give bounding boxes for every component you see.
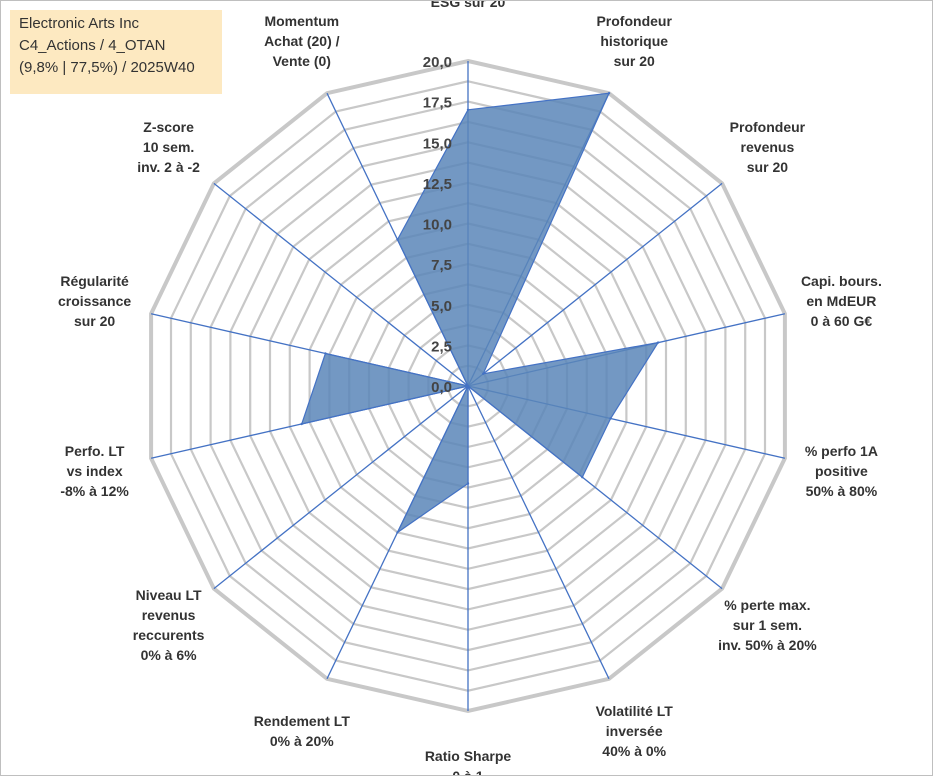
axis-label: Z-score 10 sem. inv. 2 à -2	[137, 119, 200, 175]
axis-label-line: revenus	[142, 607, 196, 623]
data-point	[396, 531, 399, 534]
axis-label-line: inversée	[606, 723, 663, 739]
axis-label: % perfo 1A positive 50% à 80%	[805, 443, 878, 499]
axis-label-line: croissance	[58, 293, 131, 309]
axis-label-line: Z-score	[143, 119, 194, 135]
axis-label-line: 10 sem.	[143, 139, 194, 155]
tick-label: 15,0	[423, 135, 452, 152]
tick-labels: 0,0 2,5 5,0 7,5 10,0 12,5 15,0 17,5 20,0	[423, 54, 452, 396]
axis-label-line: Volatilité LT	[596, 703, 674, 719]
axis-label-line: Achat (20) /	[264, 33, 340, 49]
tick-label: 7,5	[431, 257, 452, 274]
data-point	[656, 341, 660, 344]
axis-label-line: en MdEUR	[806, 293, 876, 309]
axis-label-line: sur 20	[74, 313, 115, 329]
axis-label-line: revenus	[741, 139, 795, 155]
data-point	[482, 372, 485, 375]
axis-label: Profondeur historique sur 20	[596, 13, 672, 69]
axis-label-line: 50% à 80%	[806, 483, 878, 499]
series	[300, 92, 660, 535]
tick-label: 2,5	[431, 338, 452, 355]
data-point	[300, 422, 303, 426]
axis-label-line: 40% à 0%	[602, 743, 666, 759]
data-point	[466, 108, 470, 112]
axis-label-line: Perfo. LT	[65, 443, 125, 459]
spoke	[467, 385, 610, 680]
data-point	[396, 238, 399, 241]
axis-label-line: Ratio Sharpe	[425, 748, 512, 764]
axis-label-line: 0 à 60 G€	[811, 313, 873, 329]
spoke	[467, 182, 723, 387]
spoke	[213, 385, 469, 590]
axis-labels: NoteESG sur 20 Profondeur historique sur 20…	[58, 1, 882, 775]
axis-label-line: % perfo 1A	[805, 443, 878, 459]
axis-label-line: Niveau LT	[136, 587, 202, 603]
stats-line: (9,8% | 77,5%) / 2025W40	[19, 59, 195, 76]
axis-label-line: sur 20	[614, 53, 655, 69]
axis-label: % perte max. sur 1 sem. inv. 50% à 20%	[718, 597, 817, 653]
category-line: C4_Actions / 4_OTAN	[19, 37, 166, 54]
data-point	[607, 92, 611, 95]
tick-label: 20,0	[423, 54, 452, 71]
tick-label: 12,5	[423, 176, 452, 193]
axis-label-line: positive	[815, 463, 868, 479]
axis-label-line: 0% à 6%	[141, 647, 198, 663]
axis-label-line: Régularité	[60, 273, 129, 289]
spoke	[213, 182, 469, 387]
axis-label-line: Vente (0)	[273, 53, 331, 69]
info-box: Electronic Arts Inc C4_Actions / 4_OTAN …	[10, 10, 222, 94]
axis-label-line: Profondeur	[730, 119, 806, 135]
company-name: Electronic Arts Inc	[19, 15, 140, 32]
data-point	[324, 352, 327, 355]
axis-label: NoteESG sur 20	[431, 1, 506, 10]
axis-label-line: historique	[600, 33, 668, 49]
axis-label: Niveau LT revenus reccurents 0% à 6%	[133, 587, 205, 663]
axis-label-line: ESG sur 20	[431, 1, 506, 10]
tick-label: 0,0	[431, 379, 452, 396]
tick-label: 10,0	[423, 217, 452, 234]
axis-label: Ratio Sharpe 0 à 1	[425, 748, 512, 775]
axis-label-line: -8% à 12%	[60, 483, 129, 499]
axis-label-line: reccurents	[133, 627, 205, 643]
axis-label-line: Momentum	[264, 13, 339, 29]
data-point	[581, 476, 584, 479]
axis-label-line: Profondeur	[596, 13, 672, 29]
data-point	[609, 417, 612, 420]
axis-label-line: vs index	[67, 463, 123, 479]
axis-label-line: 0 à 1	[452, 768, 483, 775]
axis-label: Perfo. LT vs index -8% à 12%	[60, 443, 129, 499]
axis-label-line: 0% à 20%	[270, 733, 334, 749]
axis-label: Rendement LT 0% à 20%	[254, 713, 351, 749]
axis-label: Profondeur revenus sur 20	[730, 119, 806, 175]
axis-label: Capi. bours. en MdEUR 0 à 60 G€	[801, 273, 882, 329]
axis-label-line: Rendement LT	[254, 713, 351, 729]
axis-label-line: sur 1 sem.	[733, 617, 802, 633]
tick-label: 17,5	[423, 95, 452, 112]
axis-label-line: inv. 2 à -2	[137, 159, 200, 175]
axis-label-line: % perte max.	[724, 597, 810, 613]
axis-label-line: sur 20	[747, 159, 788, 175]
axis-label: Momentum Achat (20) / Vente (0)	[264, 13, 340, 69]
axis-label: Volatilité LT inversée 40% à 0%	[596, 703, 674, 759]
data-point	[466, 482, 470, 485]
data-point	[466, 384, 470, 388]
axis-label-line: Capi. bours.	[801, 273, 882, 289]
axis-label: Régularité croissance sur 20	[58, 273, 131, 329]
tick-label: 5,0	[431, 298, 452, 315]
axis-label-line: inv. 50% à 20%	[718, 637, 817, 653]
